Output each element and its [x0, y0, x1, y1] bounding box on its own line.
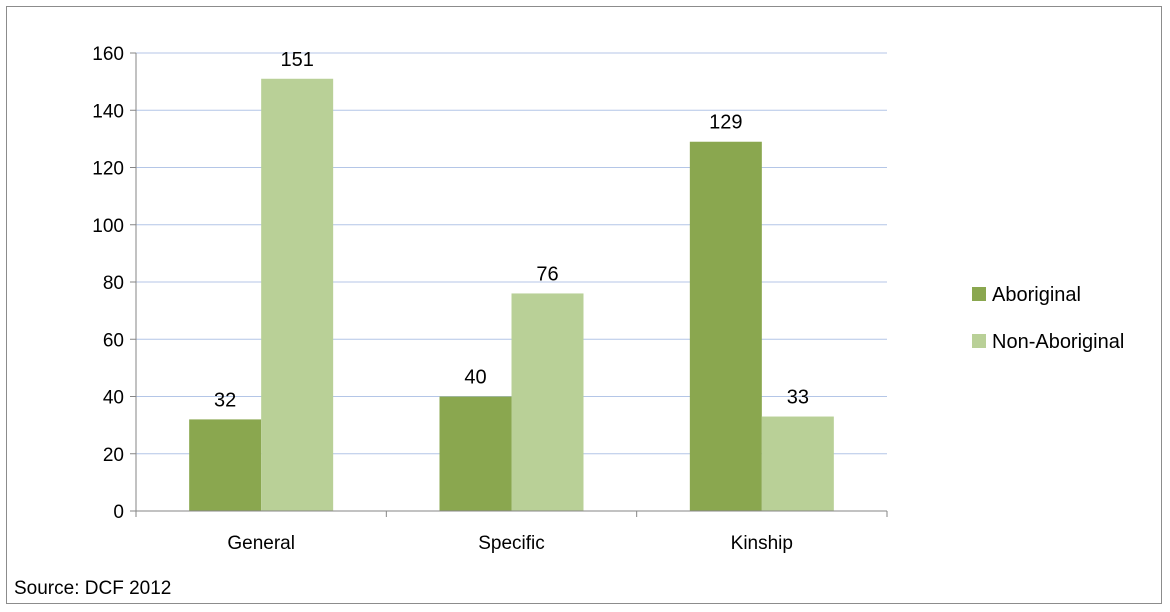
legend-swatch: [972, 287, 986, 301]
legend-swatch: [972, 334, 986, 348]
bar-aboriginal-specific: [439, 396, 512, 511]
x-tick-label: General: [227, 533, 295, 554]
bars: [189, 78, 834, 512]
y-tick-label: 100: [92, 216, 124, 237]
y-tick-label: 140: [92, 101, 124, 122]
y-tick-label: 160: [92, 44, 124, 65]
legend-label: Non-Aboriginal: [992, 331, 1124, 353]
bar-non-aboriginal-general: [261, 78, 334, 511]
x-tick-label: Kinship: [731, 533, 793, 554]
axes: [130, 52, 888, 517]
y-tick-label: 0: [113, 502, 124, 523]
data-labels: 32 151 40 76 129 33: [214, 49, 809, 412]
x-tick-label: Specific: [478, 533, 545, 554]
y-tick-label: 20: [103, 445, 124, 466]
y-tick-label: 80: [103, 273, 124, 294]
bar-aboriginal-kinship: [689, 141, 762, 512]
legend: Aboriginal Non-Aboriginal: [972, 284, 1124, 353]
y-tick-label: 40: [103, 388, 124, 409]
y-tick-label: 120: [92, 159, 124, 180]
bar-non-aboriginal-specific: [511, 293, 584, 511]
x-axis-tick-labels: General Specific Kinship: [227, 533, 793, 554]
data-label: 32: [214, 389, 236, 411]
source-note: Source: DCF 2012: [14, 578, 171, 599]
data-label: 33: [787, 387, 809, 409]
data-label: 129: [709, 112, 742, 134]
bar-aboriginal-general: [189, 419, 262, 511]
data-label: 151: [280, 49, 313, 71]
y-tick-label: 60: [103, 330, 124, 351]
bar-non-aboriginal-kinship: [761, 416, 834, 511]
y-axis-tick-labels: 0 20 40 60 80 100 120 140 160: [92, 44, 124, 523]
data-label: 76: [536, 263, 558, 285]
legend-label: Aboriginal: [992, 284, 1081, 306]
data-label: 40: [464, 367, 486, 389]
